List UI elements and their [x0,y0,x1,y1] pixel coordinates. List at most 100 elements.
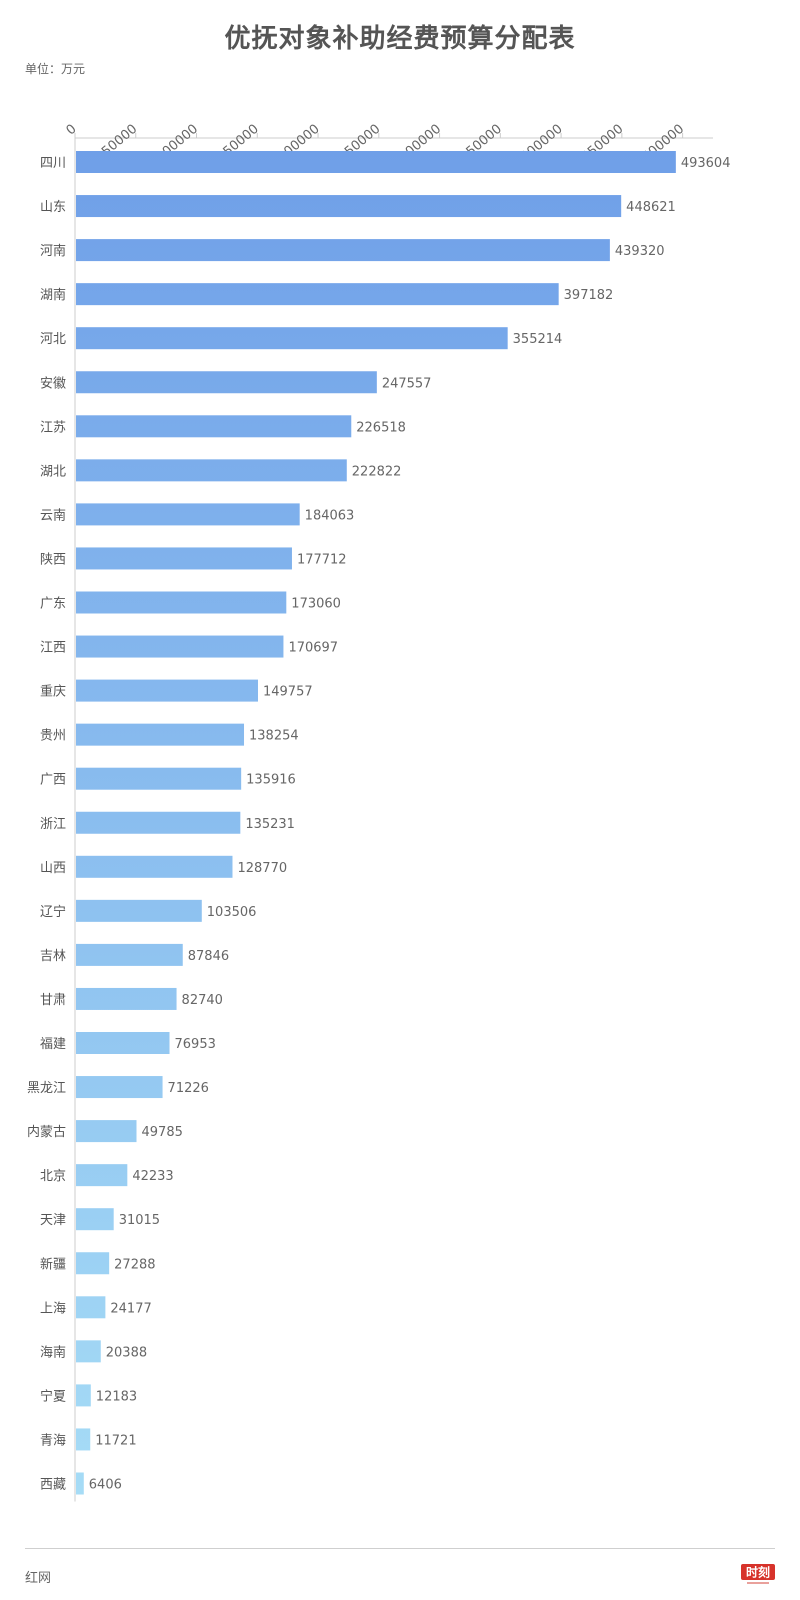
category-label: 江西 [40,641,66,656]
bar [76,327,508,350]
value-label: 184063 [305,508,355,523]
category-label: 安徽 [40,376,66,391]
category-label: 重庆 [40,684,66,700]
bar [76,547,292,570]
category-label: 江苏 [40,419,66,435]
category-label: 贵州 [40,729,66,744]
bar [76,371,377,394]
chart-title: 优抚对象补助经费预算分配表 [224,24,576,54]
category-label: 云南 [40,507,66,523]
category-label: 湖北 [40,464,66,479]
bar [76,459,347,482]
value-label: 355214 [513,332,563,347]
category-label: 福建 [40,1037,66,1052]
category-label: 青海 [40,1433,66,1448]
category-label: 四川 [40,156,66,171]
value-label: 24177 [110,1301,151,1316]
value-label: 128770 [237,861,287,876]
bar [76,151,676,173]
category-label: 浙江 [40,817,66,832]
bar [76,591,287,614]
value-label: 87846 [188,949,229,964]
bar [76,943,183,966]
value-label: 177712 [297,552,347,567]
bar [76,1076,163,1099]
value-label: 76953 [175,1037,216,1052]
bar [76,283,559,306]
value-label: 82740 [182,993,223,1008]
value-label: 397182 [564,288,614,303]
value-label: 247557 [382,376,432,391]
value-label: 226518 [356,420,406,435]
value-label: 103506 [207,905,257,920]
bar [76,1296,106,1319]
bar [76,1252,110,1275]
value-label: 439320 [615,244,665,259]
value-label: 493604 [681,156,731,171]
category-label: 海南 [40,1344,66,1360]
value-label: 138254 [249,729,299,744]
value-label: 31015 [119,1213,160,1228]
category-label: 辽宁 [40,904,66,920]
bar [76,1120,137,1143]
value-label: 27288 [114,1257,155,1272]
bar [76,1208,114,1231]
value-label: 6406 [89,1478,122,1493]
source-label: 红网 [25,1571,52,1586]
category-label: 西藏 [40,1478,66,1493]
bar [76,855,233,878]
bar [76,1032,170,1054]
bar [76,679,258,702]
value-label: 135231 [245,817,295,832]
category-label: 广西 [40,773,66,788]
bar [76,415,352,438]
footer-divider [25,1548,775,1549]
value-label: 173060 [291,597,341,612]
category-label: 陕西 [40,552,66,567]
category-label: 河北 [40,332,66,347]
value-label: 49785 [142,1125,183,1140]
value-label: 170697 [288,641,338,656]
category-label: 黑龙江 [27,1081,66,1096]
category-label: 甘肃 [40,993,66,1008]
bar [76,1340,101,1363]
unit-label: 单位：万元 [25,62,86,76]
value-label: 222822 [352,464,402,479]
bar [76,503,300,526]
value-label: 12183 [96,1389,137,1404]
bar [76,811,241,834]
bar [76,767,242,790]
value-label: 42233 [132,1169,173,1184]
value-label: 20388 [106,1345,147,1360]
category-label: 山西 [40,861,66,876]
value-label: 448621 [626,200,676,215]
x-tick-label: 0 [64,122,80,139]
svg-text:时刻: 时刻 [746,1565,770,1580]
bar [76,1472,84,1495]
category-label: 吉林 [40,949,66,964]
bar-chart: 0 50000 100000 150000 200000 250000 300000 3500… [27,122,731,1502]
bar [76,195,622,218]
bar [76,239,610,262]
category-label: 新疆 [40,1256,66,1272]
category-label: 宁夏 [40,1388,66,1404]
brand-logo: 时刻 [741,1562,775,1590]
bar [76,635,284,658]
value-label: 149757 [263,685,313,700]
value-label: 71226 [168,1081,209,1096]
bar [76,723,245,746]
value-label: 135916 [246,773,296,788]
bar [76,1164,128,1187]
category-label: 内蒙古 [27,1124,66,1140]
bar [76,987,177,1010]
bar [76,899,202,922]
category-label: 湖南 [40,287,66,303]
category-label: 广东 [40,597,66,612]
category-label: 北京 [40,1169,66,1184]
bar [76,1384,91,1407]
bar [76,1428,91,1451]
category-label: 天津 [40,1213,66,1228]
category-label: 河南 [40,243,66,259]
value-label: 11721 [95,1433,136,1448]
category-label: 上海 [40,1301,66,1316]
